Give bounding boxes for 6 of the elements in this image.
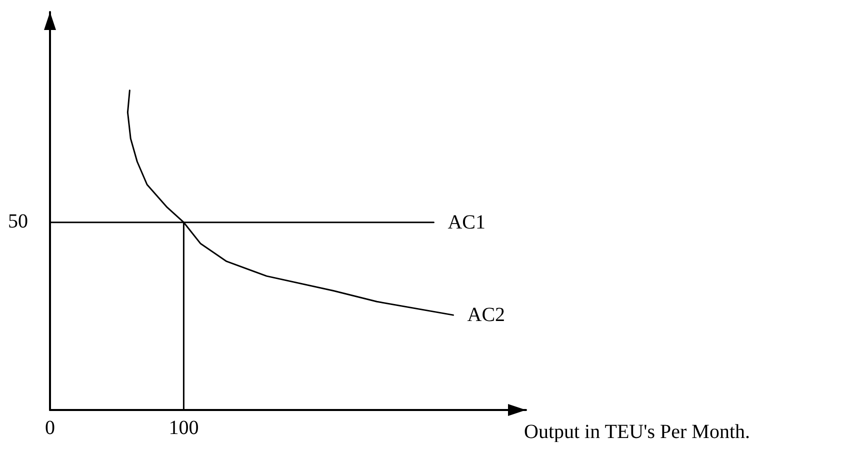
x-axis-title: Output in TEU's Per Month. [524,421,750,443]
x-tick-label: 0 [45,417,55,439]
series-label: AC1 [448,211,486,234]
series-label: AC2 [467,304,506,326]
text: 50 [8,210,28,232]
x-tick-label: 100 [168,417,199,439]
